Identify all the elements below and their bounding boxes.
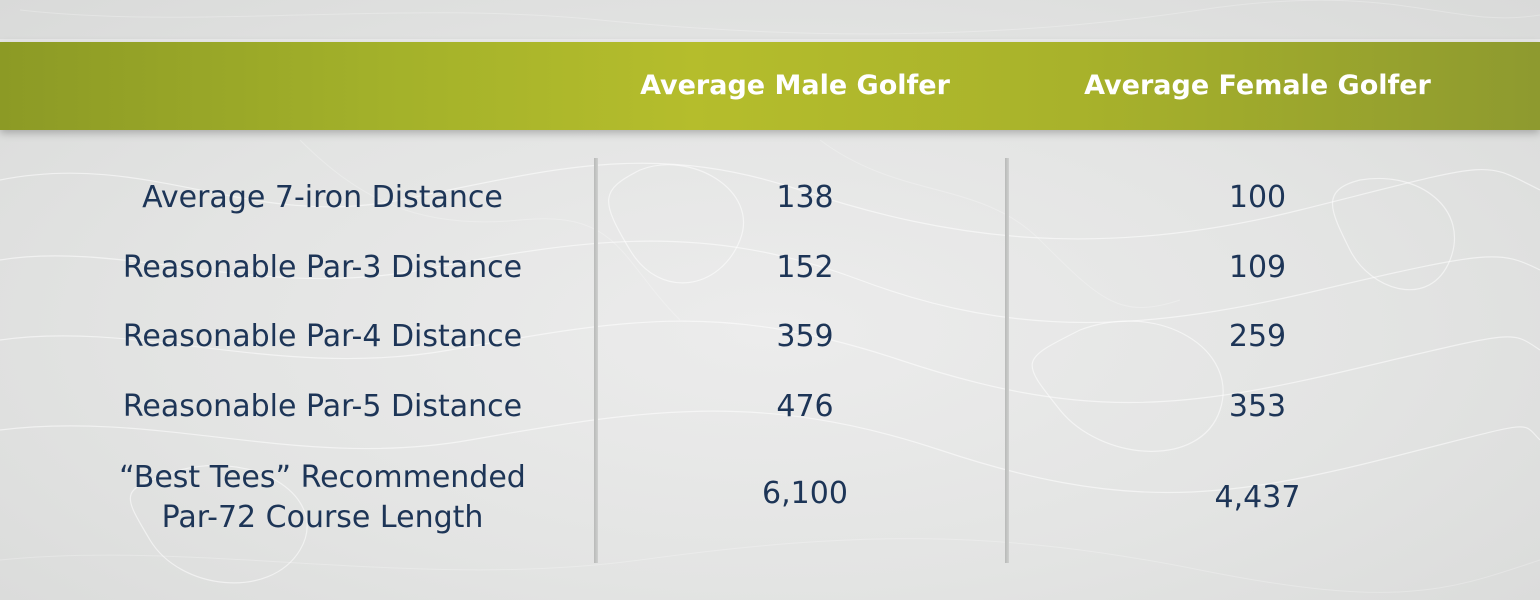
female-value: 100 [1228,180,1287,215]
male-value: 359 [776,319,834,354]
row-label: Reasonable Par-3 Distance [122,250,523,285]
male-value: 6,100 [762,476,848,511]
row-label: Average 7-iron Distance [142,180,503,215]
male-value: 138 [776,180,834,215]
male-value: 152 [776,250,834,285]
row-label: Reasonable Par-4 Distance [122,319,523,354]
female-column-header: Average Female Golfer [1084,70,1431,101]
row-label-line-1: “Best Tees” Recommended [119,460,526,495]
female-value: 4,437 [1214,480,1301,515]
header-band: Average Male Golfer Average Female Golfe… [0,39,1540,130]
female-value: 353 [1228,389,1287,424]
female-value: 109 [1228,250,1287,285]
male-column-header: Average Male Golfer [640,70,950,101]
row-label: “Best Tees” Recommended Par-72 Course Le… [60,458,585,538]
female-value: 259 [1228,319,1287,354]
column-divider [594,158,598,563]
male-value: 476 [776,389,834,424]
row-label-line-2: Par-72 Course Length [161,500,484,535]
column-divider [1005,158,1009,563]
row-label: Reasonable Par-5 Distance [122,389,523,424]
